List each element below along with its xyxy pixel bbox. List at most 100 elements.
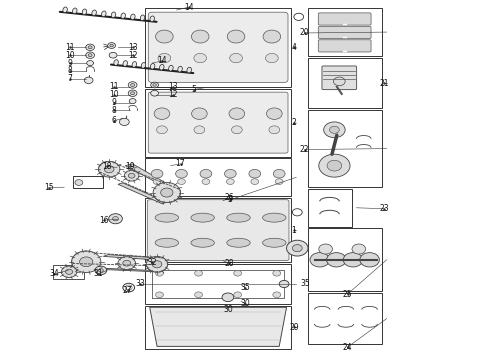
- Text: 20: 20: [300, 28, 309, 37]
- Circle shape: [310, 253, 330, 267]
- Ellipse shape: [227, 238, 250, 247]
- Circle shape: [88, 54, 92, 57]
- Ellipse shape: [140, 15, 145, 21]
- Circle shape: [152, 261, 162, 268]
- Text: 35: 35: [300, 279, 310, 288]
- Ellipse shape: [155, 238, 178, 247]
- Circle shape: [273, 170, 285, 178]
- Circle shape: [113, 217, 119, 221]
- Bar: [145, 8, 292, 87]
- Circle shape: [153, 84, 156, 86]
- Text: 28: 28: [224, 259, 234, 268]
- FancyBboxPatch shape: [322, 66, 357, 90]
- Bar: [308, 58, 382, 108]
- Text: 10: 10: [109, 90, 119, 99]
- Ellipse shape: [169, 66, 173, 71]
- Circle shape: [86, 52, 95, 58]
- Text: 11: 11: [65, 43, 75, 52]
- Circle shape: [231, 126, 242, 134]
- Text: 19: 19: [125, 162, 135, 171]
- Circle shape: [273, 292, 281, 298]
- Circle shape: [157, 126, 167, 134]
- Text: 1: 1: [292, 226, 296, 235]
- Text: 6: 6: [112, 116, 117, 125]
- Circle shape: [229, 108, 245, 120]
- Circle shape: [234, 292, 242, 298]
- Circle shape: [195, 292, 202, 298]
- Text: 29: 29: [289, 323, 299, 332]
- Circle shape: [227, 30, 245, 43]
- Bar: [308, 110, 382, 187]
- Ellipse shape: [92, 10, 97, 16]
- Ellipse shape: [121, 13, 125, 19]
- Ellipse shape: [187, 67, 192, 73]
- Text: 8: 8: [68, 67, 73, 76]
- Circle shape: [124, 170, 139, 181]
- Text: 11: 11: [109, 82, 119, 91]
- Circle shape: [123, 260, 131, 266]
- Circle shape: [129, 99, 136, 104]
- Circle shape: [128, 90, 137, 96]
- Ellipse shape: [191, 238, 215, 247]
- Ellipse shape: [132, 62, 137, 67]
- Circle shape: [156, 30, 173, 43]
- Circle shape: [234, 270, 242, 276]
- Circle shape: [222, 293, 234, 302]
- Circle shape: [151, 82, 159, 88]
- Circle shape: [87, 60, 94, 66]
- Ellipse shape: [123, 61, 127, 66]
- Ellipse shape: [191, 213, 215, 222]
- Text: 34: 34: [49, 269, 59, 278]
- Polygon shape: [150, 307, 287, 346]
- FancyBboxPatch shape: [148, 12, 288, 82]
- Circle shape: [327, 160, 342, 171]
- Ellipse shape: [141, 63, 146, 68]
- Ellipse shape: [227, 213, 250, 222]
- Text: 30: 30: [240, 299, 250, 308]
- Circle shape: [128, 82, 137, 88]
- Bar: [308, 228, 382, 291]
- Circle shape: [120, 118, 129, 126]
- Circle shape: [333, 77, 345, 86]
- Bar: [308, 189, 351, 226]
- Circle shape: [177, 179, 185, 184]
- Circle shape: [267, 108, 282, 120]
- Text: 33: 33: [135, 279, 145, 288]
- Polygon shape: [125, 164, 167, 185]
- Bar: [145, 158, 292, 196]
- Ellipse shape: [263, 213, 286, 222]
- Text: 18: 18: [102, 162, 112, 171]
- Text: 31: 31: [94, 269, 103, 278]
- Ellipse shape: [73, 8, 77, 14]
- Circle shape: [263, 30, 281, 43]
- Bar: [145, 89, 292, 157]
- Circle shape: [273, 270, 281, 276]
- Circle shape: [128, 173, 135, 178]
- Circle shape: [360, 253, 379, 267]
- Text: 14: 14: [157, 57, 167, 66]
- Circle shape: [226, 179, 234, 184]
- Text: 17: 17: [176, 159, 185, 168]
- Circle shape: [327, 253, 346, 267]
- Text: 9: 9: [112, 98, 117, 107]
- Text: 21: 21: [379, 79, 389, 88]
- Ellipse shape: [160, 64, 164, 70]
- Ellipse shape: [150, 63, 155, 69]
- FancyBboxPatch shape: [148, 92, 288, 153]
- Circle shape: [266, 53, 278, 63]
- Bar: [145, 306, 292, 349]
- Circle shape: [118, 257, 136, 270]
- Circle shape: [156, 270, 163, 276]
- Circle shape: [156, 292, 163, 298]
- Circle shape: [293, 244, 302, 252]
- Text: 8: 8: [112, 106, 117, 115]
- Bar: [73, 176, 103, 188]
- Text: 27: 27: [123, 286, 133, 295]
- Text: 35: 35: [240, 283, 250, 292]
- Circle shape: [224, 170, 236, 178]
- Text: 12: 12: [168, 90, 177, 99]
- Circle shape: [352, 244, 366, 254]
- Text: 22: 22: [300, 145, 309, 154]
- Ellipse shape: [114, 60, 118, 66]
- Circle shape: [192, 108, 207, 120]
